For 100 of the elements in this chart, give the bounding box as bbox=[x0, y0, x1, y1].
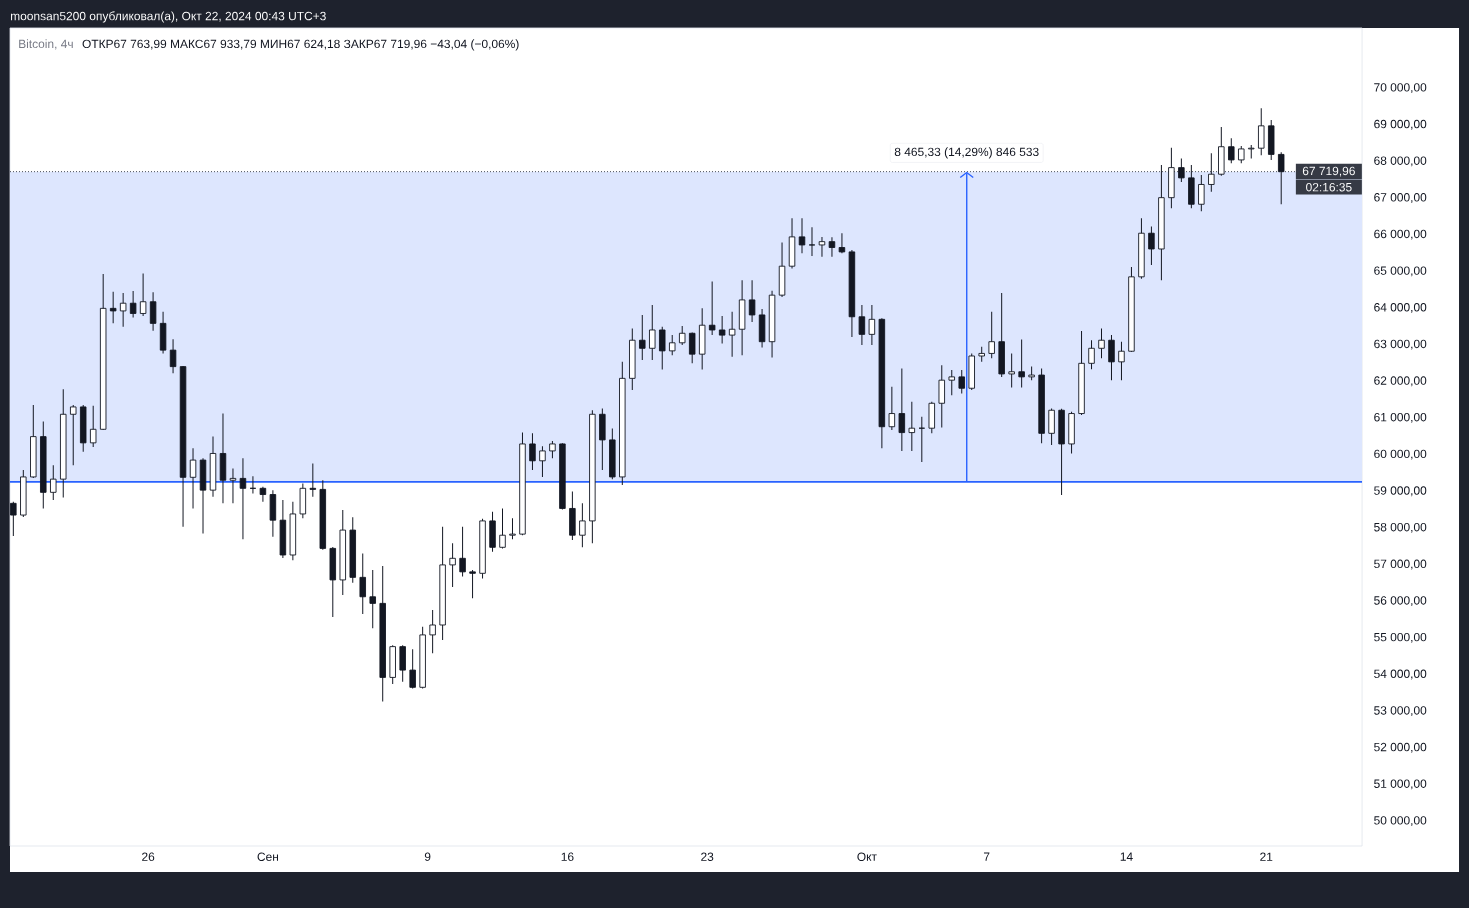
y-tick-label: 70 000,00 bbox=[1374, 83, 1427, 94]
candlestick bbox=[868, 304, 876, 346]
candlestick bbox=[748, 279, 756, 323]
candlestick bbox=[449, 542, 456, 588]
candlestick bbox=[828, 236, 836, 258]
candlestick bbox=[529, 432, 536, 471]
candlestick bbox=[229, 468, 237, 504]
candlestick bbox=[1008, 352, 1015, 389]
x-tick-label: Окт bbox=[857, 852, 877, 861]
y-tick-label: 67 000,00 bbox=[1374, 193, 1427, 203]
annotation: 02:16:35 bbox=[1306, 182, 1352, 192]
x-tick-label: 21 bbox=[1260, 852, 1273, 861]
candlestick bbox=[499, 507, 506, 549]
candlestick bbox=[938, 364, 946, 428]
candlestick bbox=[459, 526, 466, 578]
y-tick-label: 58 000,00 bbox=[1374, 522, 1427, 533]
candlestick bbox=[429, 609, 436, 654]
candlestick bbox=[369, 569, 376, 629]
candlestick bbox=[1257, 107, 1265, 156]
candlestick bbox=[1098, 328, 1105, 359]
candlestick bbox=[359, 553, 366, 615]
candlestick bbox=[808, 226, 816, 257]
y-tick-label: 52 000,00 bbox=[1374, 742, 1427, 753]
candlestick bbox=[1048, 407, 1055, 446]
ref-line-label: 67 719,96 bbox=[1302, 166, 1355, 177]
candlestick bbox=[239, 457, 247, 540]
y-tick-label: 53 000,00 bbox=[1374, 706, 1427, 717]
candlestick bbox=[818, 236, 826, 258]
candlestick bbox=[89, 405, 97, 448]
y-tick-label: 66 000,00 bbox=[1374, 229, 1427, 240]
candlestick bbox=[259, 486, 267, 503]
candlestick bbox=[579, 502, 586, 548]
candlestick bbox=[309, 462, 317, 498]
candlestick bbox=[898, 367, 906, 452]
candlestick bbox=[798, 217, 806, 254]
candlestick bbox=[1277, 151, 1285, 205]
candlestick bbox=[958, 369, 965, 394]
candlestick bbox=[728, 311, 736, 358]
candlestick bbox=[169, 338, 177, 374]
candlestick bbox=[509, 517, 516, 540]
x-tick-label: 14 bbox=[1120, 852, 1133, 861]
candlestick bbox=[1178, 157, 1185, 183]
candlestick bbox=[129, 290, 137, 319]
x-tick-label: 26 bbox=[142, 852, 155, 861]
candlestick bbox=[948, 369, 955, 396]
candlestick bbox=[708, 281, 716, 336]
candlestick bbox=[409, 648, 416, 689]
candlestick bbox=[189, 447, 197, 509]
candlestick bbox=[639, 314, 646, 361]
candlestick bbox=[1018, 339, 1025, 389]
candlestick bbox=[688, 332, 696, 364]
y-tick-label: 63 000,00 bbox=[1374, 339, 1427, 350]
candlestick bbox=[659, 326, 666, 371]
candlestick bbox=[1088, 339, 1095, 370]
candlestick bbox=[539, 445, 546, 478]
candlestick bbox=[1108, 334, 1115, 381]
candlestick bbox=[469, 569, 476, 599]
candlestick bbox=[119, 292, 127, 328]
candlestick bbox=[649, 304, 656, 361]
candlestick bbox=[718, 315, 726, 345]
text: Bitcoin, 4ч bbox=[19, 39, 73, 50]
y-tick-label: 65 000,00 bbox=[1374, 266, 1427, 277]
y-tick-label: 51 000,00 bbox=[1374, 779, 1427, 790]
candlestick bbox=[69, 404, 77, 466]
candlestick bbox=[858, 304, 866, 346]
candlestick bbox=[678, 325, 686, 346]
candlestick bbox=[888, 386, 896, 431]
candlestick bbox=[10, 501, 17, 537]
y-tick-label: 50 000,00 bbox=[1374, 816, 1427, 827]
y-tick-label: 69 000,00 bbox=[1374, 119, 1427, 130]
x-tick-label: 9 bbox=[424, 852, 431, 861]
text: moonsan5200 опубликовал(а), Окт 22, 2024 00:43 UTC+3 bbox=[11, 11, 326, 23]
y-tick-label: 68 000,00 bbox=[1374, 156, 1427, 167]
candlestick bbox=[109, 291, 117, 324]
y-tick-label: 57 000,00 bbox=[1374, 559, 1427, 570]
candlestick bbox=[668, 334, 676, 356]
candlestick bbox=[399, 644, 406, 683]
y-tick-label: 56 000,00 bbox=[1374, 596, 1427, 607]
y-tick-label: 60 000,00 bbox=[1374, 449, 1427, 460]
candlestick bbox=[1208, 152, 1215, 193]
candlestick bbox=[139, 273, 147, 317]
y-tick-label: 61 000,00 bbox=[1374, 413, 1427, 423]
x-tick-label: 7 bbox=[983, 852, 990, 861]
x-tick-label: 16 bbox=[561, 852, 574, 861]
candlestick bbox=[1228, 137, 1235, 164]
candlestick bbox=[988, 311, 995, 359]
y-tick-label: 55 000,00 bbox=[1374, 632, 1427, 643]
y-tick-label: 54 000,00 bbox=[1374, 669, 1427, 680]
y-tick-label: 59 000,00 bbox=[1374, 486, 1427, 497]
candlestick bbox=[1198, 174, 1205, 212]
candlestick bbox=[50, 464, 57, 501]
text: ОТКР67 763,99 МАКС67 933,79 МИН67 624,18 ЗАКР67 719,96 −43,04 (−0,06%) bbox=[82, 39, 519, 51]
x-tick-label: 23 bbox=[701, 852, 714, 861]
candlestick bbox=[908, 401, 916, 452]
y-tick-label: 64 000,00 bbox=[1374, 303, 1427, 313]
candlestick bbox=[1148, 226, 1155, 266]
candlestick bbox=[1118, 341, 1125, 381]
candlestick bbox=[149, 291, 157, 332]
y-tick-label: 62 000,00 bbox=[1374, 376, 1427, 387]
x-tick-label: Сен bbox=[257, 852, 278, 861]
